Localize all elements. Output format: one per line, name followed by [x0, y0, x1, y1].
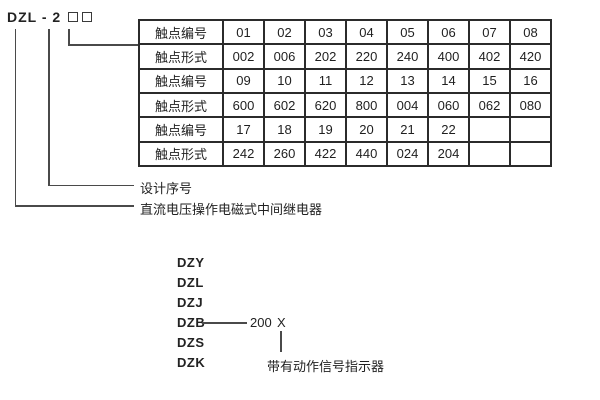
connector-dzb-horizontal-line — [202, 322, 247, 324]
table-cell: 006 — [263, 43, 306, 70]
connector-boxes-vertical-line — [68, 29, 70, 45]
model-item-dzy: DZY — [177, 255, 205, 270]
table-row: 触点编号 09 10 11 12 13 14 15 16 — [138, 67, 552, 94]
table-cell: 04 — [345, 18, 388, 46]
table-cell — [468, 140, 511, 168]
model-code-text: DZL - 2 — [7, 9, 62, 25]
table-cell: 01 — [222, 18, 265, 46]
relay-type-label: 直流电压操作电磁式中间继电器 — [140, 202, 323, 217]
table-cell: 02 — [263, 18, 306, 46]
model-family-list: DZY DZL DZJ DZB DZS DZK — [177, 253, 205, 373]
table-cell: 06 — [427, 18, 470, 46]
row-label: 触点形式 — [138, 43, 224, 70]
table-cell: 17 — [222, 116, 265, 143]
connector-relay-horizontal-line — [14, 205, 134, 207]
row-label: 触点编号 — [138, 18, 224, 46]
table-cell: 004 — [386, 91, 429, 119]
table-cell: 12 — [345, 67, 388, 94]
table-cell: 10 — [263, 67, 306, 94]
indicator-note-label: 带有动作信号指示器 — [267, 359, 385, 374]
connector-design-horizontal-line — [48, 184, 134, 186]
connector-relay-vertical-line — [14, 29, 16, 206]
connector-design-vertical-line — [48, 29, 50, 186]
table-cell: 402 — [468, 43, 511, 70]
table-cell: 15 — [468, 67, 511, 94]
table-cell: 080 — [509, 91, 552, 119]
connector-indicator-vertical-line — [280, 331, 282, 352]
table-cell: 060 — [427, 91, 470, 119]
connector-boxes-horizontal-line — [68, 44, 138, 46]
table-cell: 22 — [427, 116, 470, 143]
table-cell: 204 — [427, 140, 470, 168]
table-cell — [509, 116, 552, 143]
dzb-suffix-x: X — [277, 315, 286, 330]
table-cell: 420 — [509, 43, 552, 70]
model-item-dzb: DZB — [177, 315, 206, 330]
table-cell: 03 — [304, 18, 347, 46]
table-cell — [509, 140, 552, 168]
table-cell: 800 — [345, 91, 388, 119]
code-digit-box-2 — [82, 12, 93, 22]
table-cell: 07 — [468, 18, 511, 46]
table-cell: 220 — [345, 43, 388, 70]
model-code-header: DZL - 2 — [7, 9, 93, 25]
table-cell: 422 — [304, 140, 347, 168]
row-label: 触点编号 — [138, 116, 224, 143]
table-cell: 09 — [222, 67, 265, 94]
row-label: 触点形式 — [138, 140, 224, 168]
table-row: 触点形式 242 260 422 440 024 204 — [138, 140, 552, 168]
table-cell: 400 — [427, 43, 470, 70]
table-cell: 11 — [304, 67, 347, 94]
model-item-dzj: DZJ — [177, 295, 204, 310]
table-cell: 440 — [345, 140, 388, 168]
table-cell — [468, 116, 511, 143]
table-cell: 024 — [386, 140, 429, 168]
table-row: 触点编号 17 18 19 20 21 22 — [138, 116, 552, 143]
row-label: 触点形式 — [138, 91, 224, 119]
table-cell: 002 — [222, 43, 265, 70]
table-cell: 202 — [304, 43, 347, 70]
table-row: 触点形式 002 006 202 220 240 400 402 420 — [138, 43, 552, 70]
dzb-rating-value: 200 — [250, 315, 272, 330]
code-digit-box-1 — [68, 12, 79, 22]
table-row: 触点编号 01 02 03 04 05 06 07 08 — [138, 18, 552, 46]
table-cell: 05 — [386, 18, 429, 46]
table-cell: 21 — [386, 116, 429, 143]
row-label: 触点编号 — [138, 67, 224, 94]
table-row: 触点形式 600 602 620 800 004 060 062 080 — [138, 91, 552, 119]
table-cell: 620 — [304, 91, 347, 119]
table-cell: 602 — [263, 91, 306, 119]
table-cell: 13 — [386, 67, 429, 94]
table-cell: 240 — [386, 43, 429, 70]
design-series-label: 设计序号 — [140, 181, 193, 196]
table-cell: 260 — [263, 140, 306, 168]
table-cell: 20 — [345, 116, 388, 143]
contact-code-table: 触点编号 01 02 03 04 05 06 07 08 触点形式 002 00… — [138, 18, 552, 168]
table-cell: 14 — [427, 67, 470, 94]
model-item-dzl: DZL — [177, 275, 204, 290]
model-item-dzk: DZK — [177, 355, 206, 370]
model-item-dzs: DZS — [177, 335, 205, 350]
table-cell: 16 — [509, 67, 552, 94]
table-cell: 18 — [263, 116, 306, 143]
table-cell: 19 — [304, 116, 347, 143]
table-cell: 062 — [468, 91, 511, 119]
table-cell: 08 — [509, 18, 552, 46]
table-cell: 600 — [222, 91, 265, 119]
table-cell: 242 — [222, 140, 265, 168]
